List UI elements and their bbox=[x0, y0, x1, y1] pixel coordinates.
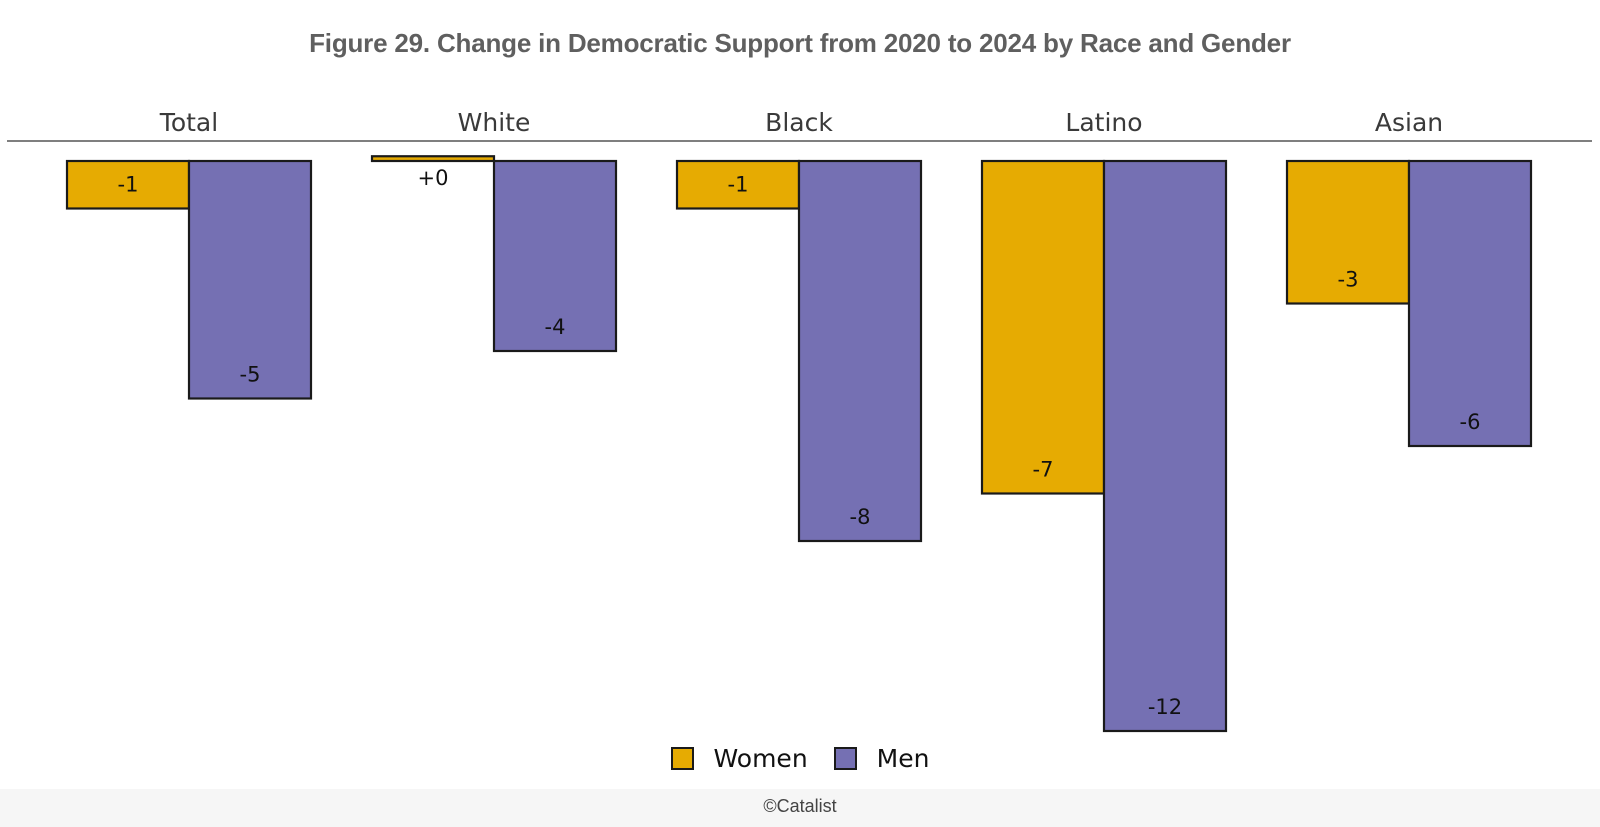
bar-white-men bbox=[492, 159, 618, 353]
facet-label-white: White bbox=[458, 108, 531, 137]
legend-label-women: Women bbox=[713, 744, 808, 773]
data-label-white-men: -4 bbox=[545, 315, 566, 339]
bar-white-women bbox=[370, 155, 496, 163]
bar-latino-women bbox=[980, 159, 1106, 495]
data-label-black-women: -1 bbox=[728, 173, 749, 197]
facet-label-latino: Latino bbox=[1065, 108, 1142, 137]
bar-total-women bbox=[65, 159, 191, 210]
data-label-latino-men: -12 bbox=[1148, 695, 1182, 719]
bar-black-women bbox=[675, 159, 801, 210]
bar-asian-men bbox=[1407, 159, 1533, 448]
facet-label-black: Black bbox=[765, 108, 833, 137]
data-label-latino-women: -7 bbox=[1033, 458, 1054, 482]
legend-item-men: Men bbox=[833, 744, 930, 773]
data-label-white-women: +0 bbox=[418, 166, 449, 190]
data-label-total-men: -5 bbox=[240, 363, 261, 387]
bar-asian-women bbox=[1285, 159, 1411, 305]
bar-total-men bbox=[187, 159, 313, 400]
data-label-asian-men: -6 bbox=[1460, 410, 1481, 434]
data-label-total-women: -1 bbox=[118, 173, 139, 197]
legend-swatch-men bbox=[833, 747, 857, 770]
facet-label-total: Total bbox=[159, 108, 218, 137]
bar-black-men bbox=[797, 159, 923, 543]
data-label-black-men: -8 bbox=[850, 505, 871, 529]
legend: Women Men bbox=[0, 744, 1600, 773]
credit-text: ©Catalist bbox=[763, 796, 837, 816]
legend-swatch-women bbox=[670, 747, 694, 770]
chart-title: Figure 29. Change in Democratic Support … bbox=[309, 28, 1291, 58]
data-label-asian-women: -3 bbox=[1338, 268, 1359, 292]
footer-bar bbox=[0, 789, 1600, 827]
legend-item-women: Women bbox=[670, 744, 808, 773]
legend-label-men: Men bbox=[876, 744, 930, 773]
facet-label-asian: Asian bbox=[1375, 108, 1443, 137]
bar-latino-men bbox=[1102, 159, 1228, 733]
